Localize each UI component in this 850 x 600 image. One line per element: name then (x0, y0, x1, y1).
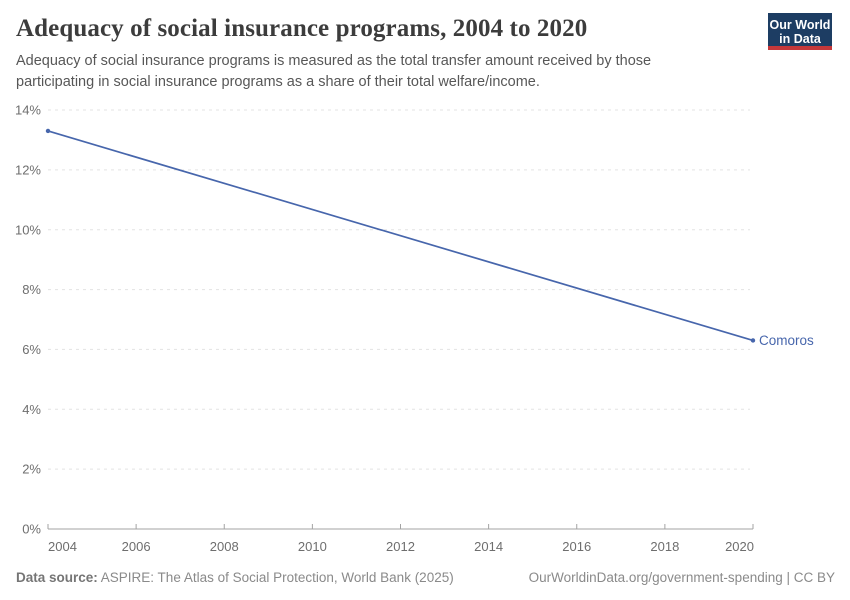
x-axis-label: 2004 (48, 539, 77, 554)
footer: Data source: ASPIRE: The Atlas of Social… (16, 569, 835, 586)
header: Adequacy of social insurance programs, 2… (16, 14, 756, 93)
data-source-label: Data source: (16, 570, 98, 585)
y-axis-label: 2% (22, 462, 41, 477)
x-axis-label: 2016 (562, 539, 591, 554)
y-axis-label: 8% (22, 282, 41, 297)
line-chart: 0% 2% 4% 6% 8% 10% 12% 14% 2004 2006 2008 2010 2012 2… (15, 103, 814, 554)
data-point[interactable] (45, 128, 51, 134)
x-axis-label: 2010 (298, 539, 327, 554)
x-axis-label: 2018 (650, 539, 679, 554)
y-axis-label: 0% (22, 522, 41, 537)
x-axis-label: 2020 (725, 539, 754, 554)
data-line-comoros[interactable] (47, 130, 754, 342)
x-axis-label: 2006 (122, 539, 151, 554)
chart-subtitle: Adequacy of social insurance programs is… (16, 53, 652, 90)
data-point[interactable] (750, 338, 756, 343)
x-axis-label: 2008 (210, 539, 239, 554)
data-source-text: ASPIRE: The Atlas of Social Protection, … (97, 570, 454, 585)
owid-logo[interactable]: Our World in Data (768, 13, 832, 50)
page-title: Adequacy of social insurance programs, 2… (16, 15, 588, 42)
data-source-note: Data source: ASPIRE: The Atlas of Social… (16, 569, 454, 586)
y-axis-label: 6% (22, 342, 41, 357)
x-axis-label: 2012 (386, 539, 415, 554)
owid-logo-red-bar (768, 46, 832, 50)
y-axis-label: 12% (15, 162, 41, 177)
attribution-link[interactable]: OurWorldinData.org/government-spending |… (528, 570, 835, 585)
owid-logo-line1: Our World (769, 18, 831, 32)
entity-label[interactable]: Comoros (759, 333, 814, 348)
y-axis-label: 14% (15, 103, 41, 118)
owid-logo-line2: in Data (779, 32, 821, 46)
y-axis-label: 4% (22, 402, 41, 417)
y-axis-label: 10% (15, 222, 41, 237)
x-axis-label: 2014 (474, 539, 503, 554)
